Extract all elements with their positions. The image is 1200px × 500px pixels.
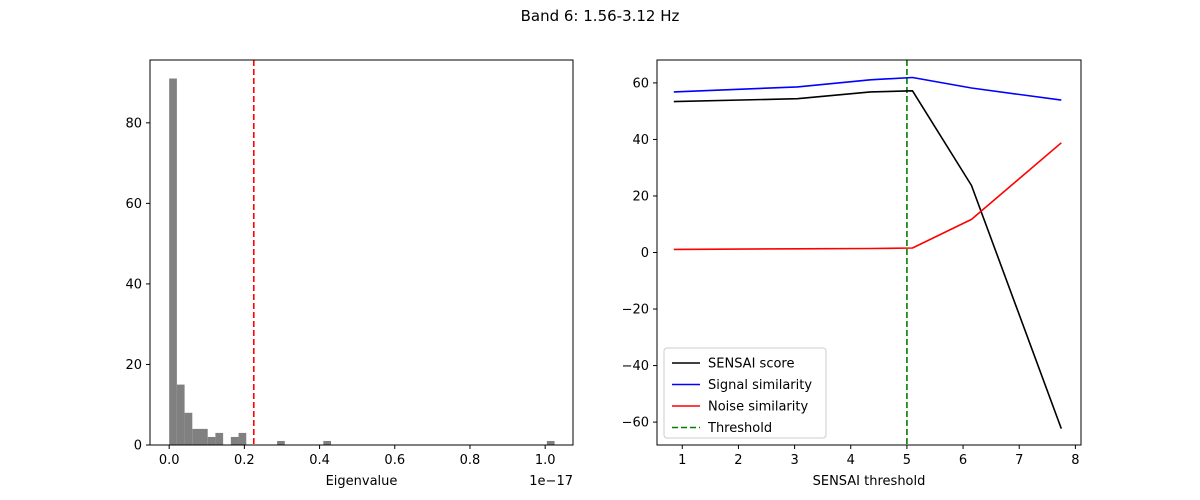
hist-y-tick-label: 40 [125, 277, 142, 292]
lines-x-tick-label: 8 [1071, 453, 1079, 468]
lines-x-tick-label: 7 [1015, 453, 1023, 468]
signal-similarity-line [673, 76, 1062, 101]
lines-y-tick-label: −60 [622, 416, 649, 431]
legend-label: SENSAI score [708, 357, 794, 372]
hist-x-tick-label: 0.6 [384, 453, 405, 468]
lines-x-tick-label: 1 [678, 453, 686, 468]
lines-y-tick-label: 0 [641, 246, 649, 261]
lines-y-tick-label: −20 [622, 303, 649, 318]
sensai-score-line [673, 90, 1063, 429]
lines-y-tick-label: 40 [632, 133, 649, 148]
hist-y-tick-label: 80 [125, 116, 142, 131]
hist-bar [546, 440, 555, 445]
legend-label: Threshold [707, 421, 772, 436]
figure-title: Band 6: 1.56-3.12 Hz [520, 7, 680, 25]
hist-y-tick-label: 20 [125, 358, 142, 373]
hist-bar [230, 436, 239, 445]
hist-x-tick-label: 1.0 [535, 453, 556, 468]
hist-bar [200, 428, 208, 445]
hist-frame [149, 59, 574, 446]
hist-bar [169, 78, 177, 445]
hist-bar [207, 436, 216, 445]
lines-frame [656, 59, 1082, 446]
hist-y-tick-label: 0 [134, 439, 142, 454]
lines-x-tick-label: 2 [734, 453, 742, 468]
hist-x-offset-text: 1e−17 [529, 474, 573, 489]
hist-bar [277, 440, 285, 445]
legend-box [663, 347, 827, 439]
lines-x-tick-label: 3 [790, 453, 798, 468]
lines-y-tick-label: 20 [632, 189, 649, 204]
hist-x-tick-label: 0.2 [234, 453, 255, 468]
lines-y-tick-label: 60 [632, 76, 649, 91]
lines-x-tick-label: 6 [959, 453, 967, 468]
lines-x-axis-label: SENSAI threshold [813, 474, 926, 489]
hist-x-tick-label: 0.0 [159, 453, 180, 468]
legend-label: Noise similarity [708, 400, 808, 415]
lines-x-tick-label: 4 [847, 453, 855, 468]
hist-y-tick-label: 60 [125, 197, 142, 212]
hist-bar [192, 428, 201, 445]
legend-label: Signal similarity [708, 378, 812, 393]
hist-bar [176, 384, 185, 445]
hist-bar [323, 440, 332, 445]
hist-bar [184, 412, 193, 445]
hist-bar [215, 432, 224, 445]
hist-x-tick-label: 0.8 [460, 453, 481, 468]
hist-bar [238, 432, 247, 445]
hist-x-axis-label: Eigenvalue [326, 474, 398, 489]
lines-x-tick-label: 5 [903, 453, 911, 468]
hist-x-tick-label: 0.4 [309, 453, 330, 468]
lines-y-tick-label: −40 [622, 359, 649, 374]
noise-similarity-line [673, 142, 1062, 251]
